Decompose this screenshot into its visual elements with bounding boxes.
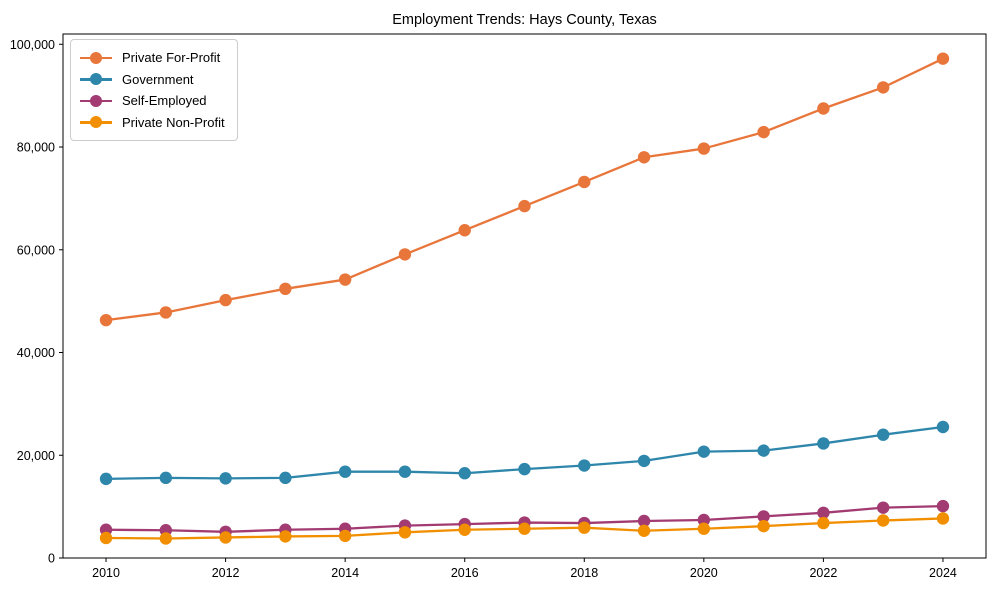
data-point [936,499,950,513]
data-point [578,175,591,189]
data-point [757,510,770,523]
data-point [338,273,352,286]
data-point [936,420,950,434]
data-point [817,516,830,530]
legend-label: Private Non-Profit [122,114,225,130]
data-point [338,529,352,543]
data-point [817,506,830,519]
data-point [99,531,113,545]
data-point [697,513,711,527]
data-point [518,199,531,213]
legend-item: Government [80,69,225,91]
legend-item: Self-Employed [80,90,225,112]
data-point [817,437,830,450]
data-point [578,521,591,534]
data-point [518,462,531,476]
data-point [936,52,950,65]
data-point [99,472,113,486]
data-point [817,102,830,115]
legend-label: Self-Employed [122,93,207,109]
x-tick-label: 2018 [570,566,598,580]
data-point [279,282,292,296]
x-tick-label: 2016 [451,566,479,580]
data-point [578,459,591,472]
legend-label: Government [122,71,194,87]
data-point [219,531,232,544]
legend-label: Private For-Profit [122,50,221,66]
data-point [637,524,651,537]
data-point [279,530,292,543]
y-tick-label: 0 [48,552,55,566]
data-point [398,526,412,539]
data-point [458,523,471,536]
data-point [637,514,651,528]
x-tick-label: 2012 [212,566,240,580]
y-tick-label: 60,000 [17,243,55,257]
data-point [697,445,711,458]
plot-spines [62,33,987,559]
data-point [876,514,890,527]
data-point [757,444,770,457]
legend-item: Private Non-Profit [80,112,225,134]
data-point [637,151,651,164]
data-point [637,454,651,468]
data-point [697,142,711,155]
data-point [458,224,471,237]
data-point [458,467,471,480]
data-point [398,465,412,478]
data-point [219,472,232,485]
x-tick-label: 2010 [92,566,120,580]
y-tick-label: 100,000 [10,38,55,52]
y-tick-label: 40,000 [17,346,55,360]
data-point [936,512,950,525]
data-point [398,248,412,261]
legend: Private For-Profit Government Self-Employe… [70,39,238,141]
y-tick-label: 20,000 [17,449,55,463]
data-point [279,471,292,485]
data-point [338,465,352,478]
legend-marker-icon [80,51,112,65]
legend-item: Private For-Profit [80,47,225,69]
data-point [159,306,173,319]
x-tick-label: 2020 [690,566,718,580]
x-tick-label: 2014 [331,566,359,580]
x-tick-label: 2024 [929,566,957,580]
data-point [876,501,890,514]
y-tick-label: 80,000 [17,141,55,155]
data-point [219,293,232,307]
data-point [876,428,890,441]
legend-marker-icon [80,94,112,108]
data-point [518,522,531,535]
data-point [99,313,113,327]
legend-marker-icon [80,72,112,86]
data-point [876,81,890,94]
data-point [159,471,173,485]
x-tick-label: 2022 [809,566,837,580]
data-point [697,522,711,535]
chart-title: Employment Trends: Hays County, Texas [392,12,657,28]
data-point [757,125,770,139]
data-point [159,532,173,545]
legend-marker-icon [80,115,112,129]
data-point [757,519,770,533]
